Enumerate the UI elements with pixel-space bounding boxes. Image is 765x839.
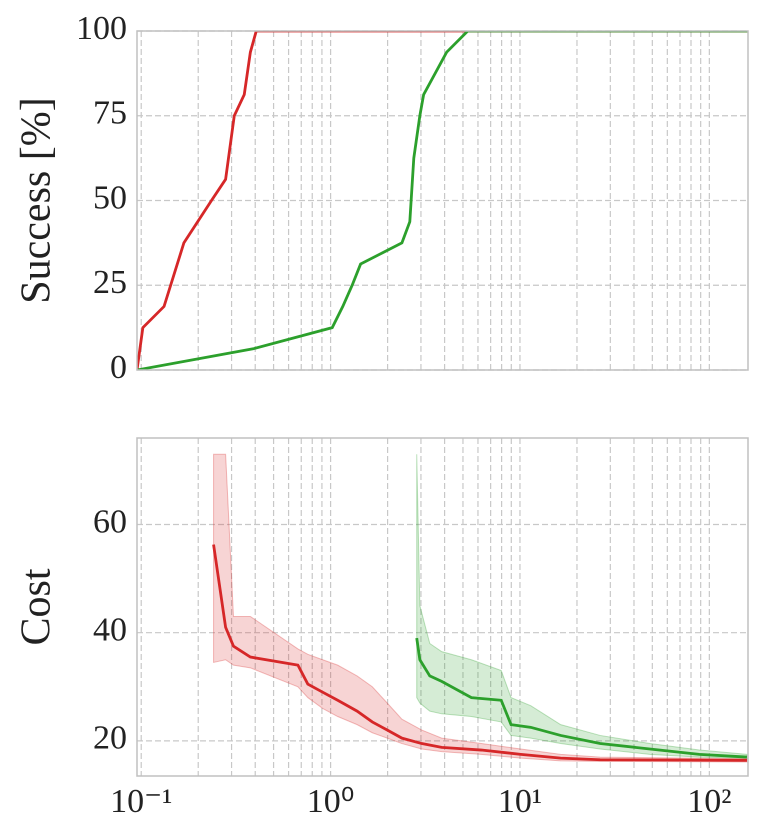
y-tick-label: 0 (110, 349, 127, 386)
y-tick-label: 25 (93, 264, 127, 301)
y-tick-label: 50 (93, 179, 127, 216)
x-tick-label: 10⁰ (307, 783, 355, 820)
plot-frame (136, 30, 749, 371)
y-axis-label: Success [%] (14, 97, 60, 303)
y-tick-label: 60 (93, 503, 127, 540)
error-band (213, 453, 748, 763)
x-tick-label: 10¹ (498, 783, 542, 820)
line (137, 31, 748, 370)
y-tick-label: 20 (93, 720, 127, 757)
y-tick-label: 100 (76, 10, 127, 47)
plot-frame (136, 437, 749, 777)
x-tick-label: 10² (687, 783, 731, 820)
line (415, 637, 748, 759)
error-band (416, 454, 748, 759)
y-tick-label: 40 (93, 611, 127, 648)
line (212, 544, 747, 762)
x-tick-label: 10⁻¹ (110, 783, 172, 820)
y-tick-label: 75 (93, 95, 127, 132)
y-axis-label: Cost (14, 568, 60, 645)
line (137, 31, 748, 370)
